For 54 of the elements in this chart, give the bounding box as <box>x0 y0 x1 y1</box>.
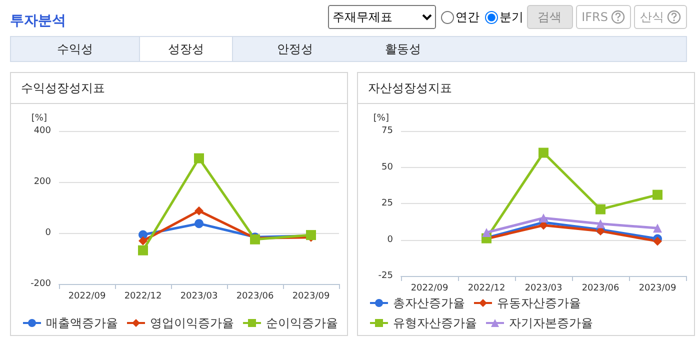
point <box>653 236 662 246</box>
text: 투자분석 <box>10 12 66 30</box>
y-tick-label: -25 <box>378 271 393 281</box>
point <box>652 190 662 200</box>
text: 주재무제표 <box>328 5 436 29</box>
text: IFRS <box>576 5 631 29</box>
point <box>596 219 605 228</box>
point <box>138 245 148 256</box>
point <box>138 236 148 246</box>
y-tick-label: 0 <box>387 234 394 245</box>
x-tick-label: 2022/09 <box>410 284 448 294</box>
legend-label: 총자산증가율 <box>393 296 465 310</box>
y-tick-label: 200 <box>34 177 52 187</box>
point <box>653 224 662 233</box>
x-tick-label: 2023/06 <box>236 292 274 302</box>
chart-title: 수익성장성지표 <box>11 73 347 104</box>
y-tick-label: 0 <box>45 228 52 238</box>
legend-label: 매출액증가율 <box>46 316 118 330</box>
y-tick-label: 25 <box>382 198 393 208</box>
chart-title: 자산성장성지표 <box>358 73 694 104</box>
text: 분기 <box>498 8 524 26</box>
point <box>194 206 204 216</box>
x-tick-label: 2023/09 <box>292 292 330 302</box>
point <box>194 219 204 228</box>
text: 안정성 <box>276 40 314 58</box>
x-tick-label: 2023/06 <box>582 284 620 294</box>
legend-label: 영업이익증가율 <box>150 316 234 330</box>
point <box>482 228 491 237</box>
point <box>596 204 606 214</box>
y-axis-title: [%] <box>31 114 47 124</box>
text: 수익성 <box>56 40 94 58</box>
legend-label: 유형자산증가율 <box>393 316 477 330</box>
text: 활동성 <box>384 40 422 58</box>
legend-label: 자기자본증가율 <box>509 316 593 330</box>
point <box>539 214 548 222</box>
y-axis-title: [%] <box>373 114 389 124</box>
y-tick-label: 75 <box>382 126 393 136</box>
y-tick-label: 50 <box>382 162 394 172</box>
legend-label: 유동자산증가율 <box>497 296 581 310</box>
x-tick-label: 2023/03 <box>180 292 218 302</box>
y-tick-label: 400 <box>34 126 52 136</box>
x-tick-label: 2022/12 <box>468 284 506 294</box>
x-tick-label: 2022/12 <box>124 292 162 302</box>
x-tick-label: 2023/09 <box>638 284 676 294</box>
text: 성장성 <box>139 37 233 61</box>
x-tick-label: 2023/03 <box>524 284 562 294</box>
x-tick-label: 2022/09 <box>68 292 106 302</box>
text: 연간 <box>454 8 480 26</box>
point <box>538 148 548 158</box>
text: 검색 <box>526 5 573 29</box>
legend-label: 순이익증가율 <box>266 316 338 330</box>
y-tick-label: -200 <box>30 279 52 289</box>
text: 산식 <box>634 5 687 29</box>
point <box>194 153 204 164</box>
